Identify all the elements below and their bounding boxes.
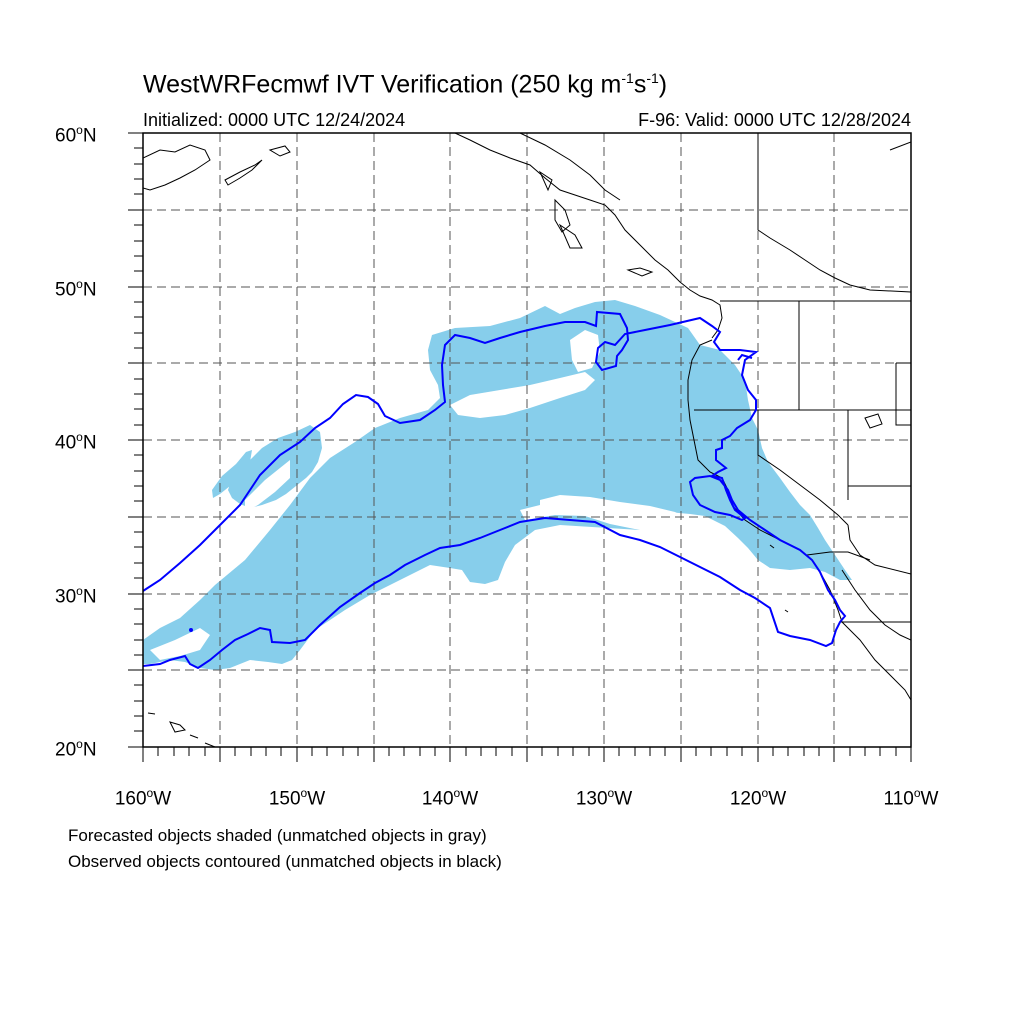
lon-label-160w: 160oW: [114, 786, 172, 810]
observed-legend-note: Observed objects contoured (unmatched ob…: [68, 852, 502, 871]
lat-label-50n: 50oN: [55, 277, 97, 301]
lon-label-130w: 130oW: [575, 786, 633, 810]
graticule: [143, 133, 911, 747]
initialized-time: Initialized: 0000 UTC 12/24/2024: [143, 110, 406, 130]
lon-label-120w: 120oW: [729, 786, 787, 810]
valid-time: F-96: Valid: 0000 UTC 12/28/2024: [638, 110, 911, 130]
lat-label-60n: 60oN: [55, 123, 97, 147]
lat-label-40n: 40oN: [55, 430, 97, 454]
forecast-legend-note: Forecasted objects shaded (unmatched obj…: [68, 826, 487, 845]
lon-label-140w: 140oW: [421, 786, 479, 810]
observed-ivt-contour: [143, 310, 847, 670]
lat-label-30n: 30oN: [55, 584, 97, 608]
tick-marks: [128, 132, 912, 762]
forecast-ivt-object: [143, 300, 852, 670]
lon-label-110w: 110oW: [883, 786, 939, 810]
lat-label-20n: 20oN: [55, 737, 97, 761]
map-title: WestWRFecmwf IVT Verification (250 kg m-…: [143, 70, 668, 99]
lon-label-150w: 150oW: [268, 786, 326, 810]
